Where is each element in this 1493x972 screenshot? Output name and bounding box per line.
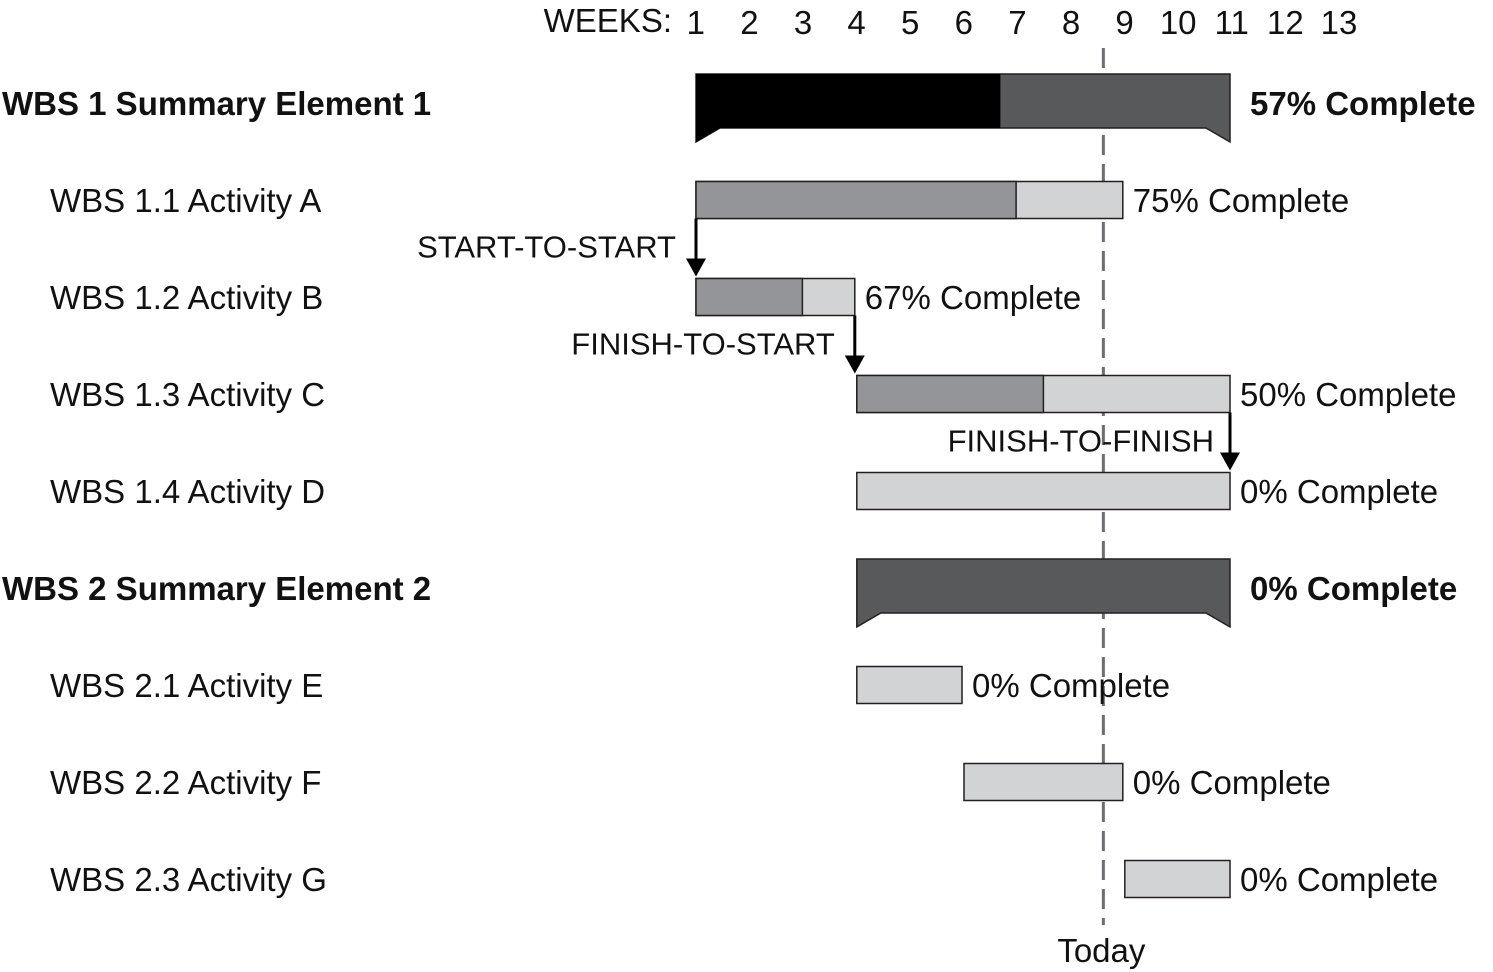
activity-row-label: WBS 2.2 Activity F bbox=[50, 764, 321, 801]
week-tick-label: 13 bbox=[1321, 4, 1358, 41]
activity-bar bbox=[856, 471, 1231, 511]
activity-row-label: WBS 2.3 Activity G bbox=[50, 861, 327, 898]
week-tick-label: 8 bbox=[1062, 4, 1080, 41]
summary-bar bbox=[695, 73, 1231, 144]
week-tick-label: 5 bbox=[901, 4, 919, 41]
activity-bar-remaining bbox=[856, 665, 963, 705]
activity-row-label: WBS 1.3 Activity C bbox=[50, 376, 325, 413]
activity-bar bbox=[1124, 859, 1231, 899]
activity-bar bbox=[856, 374, 1231, 414]
percent-complete-label: 67% Complete bbox=[865, 279, 1081, 316]
activity-bar-complete bbox=[856, 374, 1045, 414]
percent-complete-label: 50% Complete bbox=[1240, 376, 1456, 413]
summary-bar-complete bbox=[696, 74, 1001, 142]
week-tick-label: 6 bbox=[955, 4, 973, 41]
activity-bar-remaining bbox=[1124, 859, 1231, 899]
activity-bar bbox=[695, 180, 1124, 220]
activity-bar-remaining bbox=[856, 471, 1231, 511]
today-label: Today bbox=[1057, 932, 1146, 969]
percent-complete-label: 0% Complete bbox=[1250, 570, 1457, 607]
activity-row-label: WBS 1.4 Activity D bbox=[50, 473, 325, 510]
activity-bar bbox=[963, 762, 1124, 802]
percent-complete-label: 0% Complete bbox=[1240, 473, 1438, 510]
dependency-label: FINISH-TO-FINISH bbox=[948, 424, 1214, 459]
week-tick-label: 3 bbox=[794, 4, 812, 41]
dependency-label: START-TO-START bbox=[417, 230, 676, 265]
activity-row-label: WBS 1.2 Activity B bbox=[50, 279, 323, 316]
activity-bar-complete bbox=[695, 180, 1017, 220]
percent-complete-label: 0% Complete bbox=[1133, 764, 1331, 801]
dependency-arrow bbox=[844, 315, 865, 374]
activity-bar bbox=[856, 665, 963, 705]
week-tick-label: 1 bbox=[687, 4, 705, 41]
week-tick-label: 2 bbox=[740, 4, 758, 41]
summary-bar bbox=[856, 558, 1231, 629]
week-tick-label: 11 bbox=[1215, 4, 1249, 41]
activity-bar-complete bbox=[695, 277, 804, 317]
week-tick-label: 10 bbox=[1160, 4, 1197, 41]
percent-complete-label: 0% Complete bbox=[972, 667, 1170, 704]
weeks-axis-label: WEEKS: bbox=[544, 2, 672, 39]
percent-complete-label: 75% Complete bbox=[1133, 182, 1349, 219]
percent-complete-label: 57% Complete bbox=[1250, 85, 1476, 122]
dependency-arrow bbox=[1220, 412, 1240, 471]
percent-complete-label: 0% Complete bbox=[1240, 861, 1438, 898]
summary-bar-remaining bbox=[856, 558, 1231, 629]
dependency-label: FINISH-TO-START bbox=[571, 327, 835, 362]
week-tick-label: 12 bbox=[1267, 4, 1304, 41]
activity-row-label: WBS 1.1 Activity A bbox=[50, 182, 321, 219]
activity-row-label: WBS 2.1 Activity E bbox=[50, 667, 323, 704]
dependency-arrow bbox=[686, 218, 706, 277]
week-tick-label: 9 bbox=[1115, 4, 1133, 41]
week-tick-label: 7 bbox=[1008, 4, 1026, 41]
summary-row-label: WBS 2 Summary Element 2 bbox=[2, 570, 431, 607]
summary-row-label: WBS 1 Summary Element 1 bbox=[2, 85, 431, 122]
week-tick-label: 4 bbox=[847, 4, 865, 41]
activity-bar bbox=[695, 277, 856, 317]
activity-bar-remaining bbox=[963, 762, 1124, 802]
